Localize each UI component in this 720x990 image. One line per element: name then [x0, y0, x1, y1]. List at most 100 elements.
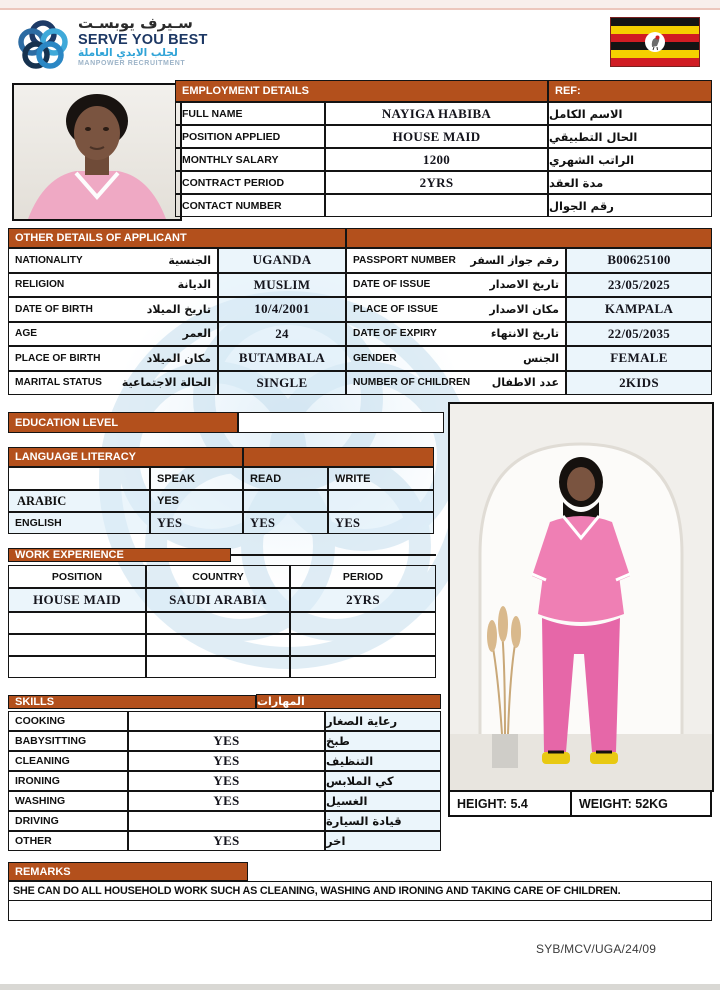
employment-details-table: EMPLOYMENT DETAILS REF: FULL NAME NAYIGA… [175, 80, 712, 217]
education-level-header: EDUCATION LEVEL [8, 412, 238, 433]
field-label-arabic: مكان الاصدار [489, 302, 559, 316]
field-label: DATE OF EXPIRY [353, 328, 437, 340]
skills-header: SKILLS [8, 694, 256, 709]
field-value: 2YRS [325, 171, 548, 194]
language-literacy-header: LANGUAGE LITERACY [8, 447, 243, 467]
skill-label-arabic: اخر [325, 831, 441, 851]
applicant-portrait-photo [12, 83, 182, 221]
agency-logo: سـيرف يوبسـت SERVE YOU BEST لجلب الايدي … [14, 15, 208, 77]
work-row-value [146, 656, 290, 678]
language-skill-value: YES [328, 512, 434, 534]
work-row-value [290, 656, 436, 678]
field-label: PLACE OF BIRTH [15, 352, 101, 364]
column-header: SPEAK [150, 467, 243, 490]
field-label-arabic: مكان الميلاد [146, 351, 211, 365]
field-label: POSITION APPLIED [175, 125, 325, 148]
field-value: HOUSE MAID [325, 125, 548, 148]
field-label: FULL NAME [175, 102, 325, 125]
field-label: DATE OF ISSUE [353, 279, 431, 291]
field-label-arabic: عدد الاطفال [491, 376, 559, 390]
skill-label-arabic: كي الملابس [325, 771, 441, 791]
skill-label: COOKING [8, 711, 128, 731]
field-value: FEMALE [566, 346, 712, 371]
field-label-arabic: تاريخ الاصدار [489, 278, 559, 292]
language-skill-value: YES [243, 512, 328, 534]
language-skill-value [328, 490, 434, 512]
work-row-value [8, 634, 146, 656]
skill-value [128, 811, 325, 831]
field-label-pair: PASSPORT NUMBER رقم جواز السفر [346, 248, 566, 273]
work-row-value [8, 656, 146, 678]
field-label-arabic: رقم جواز السفر [470, 253, 559, 267]
field-label-pair: NATIONALITY الجنسية [8, 248, 218, 273]
work-row-value: 2YRS [290, 588, 436, 612]
height-weight-row: HEIGHT: 5.4 WEIGHT: 52KG [448, 790, 712, 817]
logo-arabic-name: سـيرف يوبسـت [78, 14, 193, 32]
field-label-pair: RELIGION الديانة [8, 272, 218, 297]
language-name: ENGLISH [8, 512, 150, 534]
column-header: PERIOD [290, 565, 436, 588]
column-header: POSITION [8, 565, 146, 588]
skills-header-arabic: المهارات [256, 694, 441, 709]
field-label: CONTACT NUMBER [175, 194, 325, 217]
crane-bird-icon [651, 35, 660, 51]
work-row-value [8, 612, 146, 634]
work-experience-header-row: WORK EXPERIENCE [8, 545, 436, 565]
work-row-value [146, 634, 290, 656]
skill-value: YES [128, 751, 325, 771]
height-value: HEIGHT: 5.4 [448, 790, 571, 817]
field-label: PASSPORT NUMBER [353, 254, 456, 266]
skill-label-arabic: التنظيف [325, 751, 441, 771]
field-label-pair: DATE OF ISSUE تاريخ الاصدار [346, 272, 566, 297]
field-label-arabic: الجنسية [168, 253, 211, 267]
field-label-arabic: الاسم الكامل [548, 102, 712, 125]
field-label-arabic: مدة العقد [548, 171, 712, 194]
field-label-pair: GENDER الجنس [346, 346, 566, 371]
field-label-arabic: الحالة الاجتماعية [121, 376, 211, 390]
skill-value: YES [128, 791, 325, 811]
language-literacy-header-right [243, 447, 434, 467]
field-value: BUTAMBALA [218, 346, 346, 371]
field-label: CONTRACT PERIOD [175, 171, 325, 194]
skill-value: YES [128, 731, 325, 751]
field-value: 10/4/2001 [218, 297, 346, 322]
page-top-strip [0, 0, 720, 10]
field-label-pair: PLACE OF ISSUE مكان الاصدار [346, 297, 566, 322]
field-value: 22/05/2035 [566, 321, 712, 346]
other-details-header: OTHER DETAILS OF APPLICANT [8, 228, 346, 248]
field-label: NATIONALITY [15, 254, 83, 266]
uganda-flag-icon [610, 17, 700, 67]
field-label-arabic: الحال التطبيقي [548, 125, 712, 148]
work-experience-header: WORK EXPERIENCE [8, 548, 231, 562]
logo-name: SERVE YOU BEST [78, 31, 208, 48]
logo-knot-icon [18, 20, 68, 69]
field-value: SINGLE [218, 370, 346, 395]
field-label: MONTHLY SALARY [175, 148, 325, 171]
language-name: ARABIC [8, 490, 150, 512]
field-label: RELIGION [15, 279, 65, 291]
skill-label: OTHER [8, 831, 128, 851]
work-row-value [290, 634, 436, 656]
field-value: KAMPALA [566, 297, 712, 322]
remarks-empty-row [8, 901, 712, 921]
work-experience-header-right [231, 554, 436, 556]
skill-label-arabic: قيادة السيارة [325, 811, 441, 831]
field-value: NAYIGA HABIBA [325, 102, 548, 125]
work-row-value [290, 612, 436, 634]
work-experience-table: WORK EXPERIENCE POSITION COUNTRY PERIOD … [8, 545, 436, 678]
field-value: UGANDA [218, 248, 346, 273]
field-value: 1200 [325, 148, 548, 171]
skill-value: YES [128, 771, 325, 791]
column-header: READ [243, 467, 328, 490]
other-details-header-right [346, 228, 712, 248]
work-row-value [146, 612, 290, 634]
language-literacy-table: LANGUAGE LITERACY SPEAK READ WRITE ARABI… [8, 447, 434, 534]
field-label: DATE OF BIRTH [15, 303, 93, 315]
column-header: COUNTRY [146, 565, 290, 588]
language-skill-value: YES [150, 512, 243, 534]
field-label-arabic: رقم الجوال [548, 194, 712, 217]
education-level-value [238, 412, 444, 433]
remarks-section: REMARKS SHE CAN DO ALL HOUSEHOLD WORK SU… [8, 862, 712, 921]
ref-header: REF: [548, 80, 712, 102]
logo-tagline: MANPOWER RECRUITMENT [78, 59, 186, 67]
